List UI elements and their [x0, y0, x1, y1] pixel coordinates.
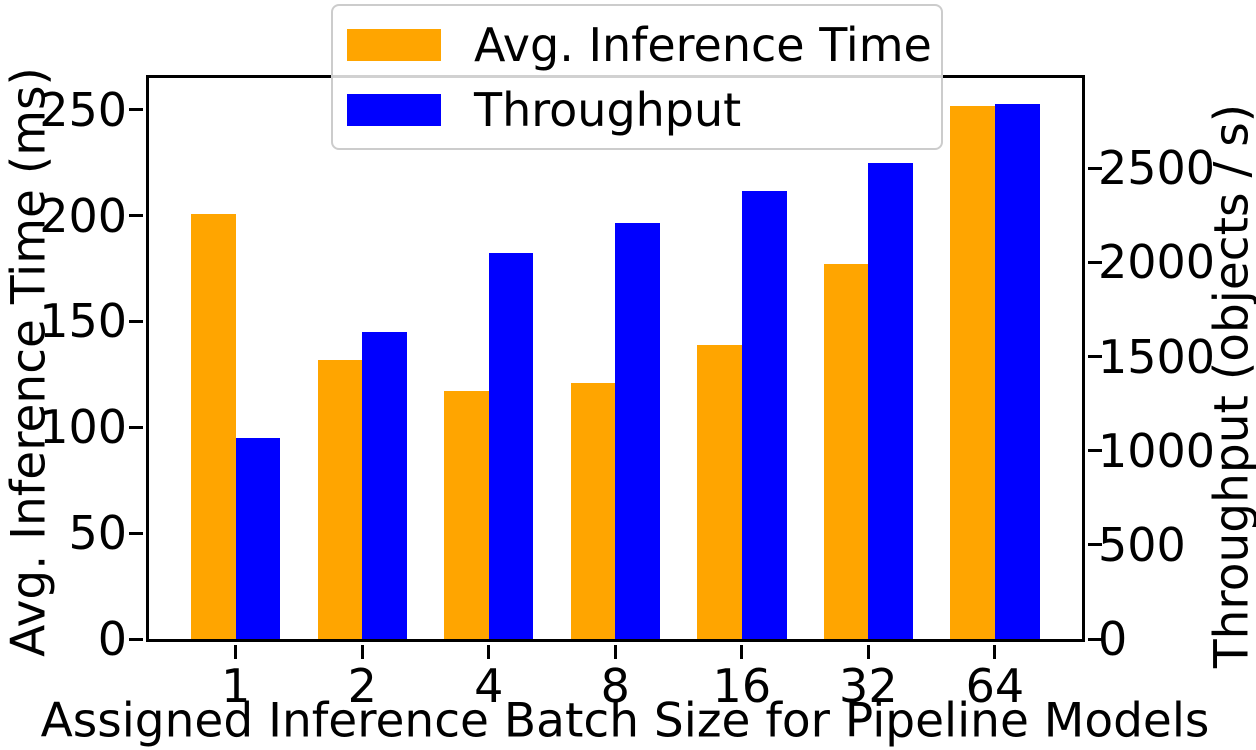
legend-label-avg-inference-time: Avg. Inference Time [474, 17, 932, 72]
bar-avg-inference-time-32 [823, 264, 869, 639]
left-tick-label-150: 150 [39, 294, 127, 349]
x-tick-label-64: 64 [965, 659, 1025, 713]
bar-throughput-8 [615, 222, 660, 639]
x-tick-mark-32 [866, 645, 870, 659]
left-tick-mark-100 [129, 425, 143, 429]
bar-throughput-4 [488, 253, 534, 639]
right-tick-label-500: 500 [1098, 517, 1186, 572]
x-tick-mark-16 [740, 645, 744, 659]
bar-throughput-1 [235, 437, 281, 639]
bar-throughput-32 [868, 162, 914, 639]
bar-avg-inference-time-1 [191, 213, 236, 639]
bar-throughput-16 [741, 190, 787, 639]
right-tick-label-2500: 2500 [1098, 141, 1216, 196]
x-tick-mark-8 [613, 645, 617, 659]
right-axis-label: Throughput (objects / s) [1204, 103, 1256, 669]
legend-swatch-avg-inference-time [347, 28, 441, 61]
left-tick-label-50: 50 [68, 506, 127, 561]
right-tick-mark-2000 [1088, 260, 1102, 264]
x-tick-label-2: 2 [347, 659, 377, 713]
bar-avg-inference-time-4 [444, 391, 489, 639]
right-tick-mark-1500 [1088, 355, 1102, 359]
right-tick-mark-1000 [1088, 449, 1102, 453]
plot-area: 1 2 4 8 16 32 64 0 50 100 150 200 250 0 500 1000 1500 200… [39, 75, 1215, 709]
x-tick-label-1: 1 [221, 659, 251, 713]
left-tick-label-200: 200 [39, 188, 127, 243]
right-tick-mark-500 [1088, 543, 1102, 547]
left-axis-label: Avg. Inference Time (ms) [1, 67, 57, 657]
right-tick-label-1000: 1000 [1098, 423, 1216, 478]
right-tick-label-0: 0 [1098, 612, 1128, 666]
left-tick-mark-200 [129, 214, 143, 218]
x-tick-mark-4 [487, 645, 491, 659]
bar-throughput-2 [362, 332, 407, 639]
right-tick-mark-0 [1088, 637, 1102, 641]
legend-label-throughput: Throughput [474, 82, 742, 137]
left-tick-label-0: 0 [97, 612, 127, 666]
bar-avg-inference-time-64 [950, 105, 995, 639]
left-tick-mark-150 [129, 319, 143, 323]
bar-avg-inference-time-16 [697, 344, 742, 639]
left-tick-mark-250 [129, 108, 143, 112]
x-tick-label-4: 4 [474, 659, 504, 713]
x-tick-mark-1 [234, 645, 238, 659]
left-tick-label-250: 250 [39, 82, 127, 137]
bar-throughput-64 [994, 104, 1040, 639]
legend-swatch-throughput [347, 93, 441, 126]
bar-avg-inference-time-8 [570, 382, 616, 639]
right-tick-label-1500: 1500 [1098, 329, 1216, 384]
right-tick-label-2000: 2000 [1098, 235, 1216, 290]
x-tick-label-32: 32 [839, 659, 898, 713]
left-tick-mark-0 [129, 637, 143, 641]
legend-item-avg-inference-time: Avg. Inference Time [347, 22, 941, 68]
left-tick-label-100: 100 [39, 400, 127, 455]
x-axis-label: Assigned Inference Batch Size for Pipeli… [40, 693, 1210, 749]
x-tick-mark-64 [993, 645, 997, 659]
x-tick-label-16: 16 [712, 659, 772, 713]
legend-item-throughput: Throughput [347, 87, 941, 133]
x-tick-label-8: 8 [600, 659, 630, 713]
left-tick-mark-50 [129, 531, 143, 535]
x-tick-mark-2 [360, 645, 364, 659]
right-tick-mark-2500 [1088, 166, 1102, 170]
bar-avg-inference-time-2 [317, 359, 363, 639]
legend: Avg. Inference Time Throughput [331, 4, 943, 150]
